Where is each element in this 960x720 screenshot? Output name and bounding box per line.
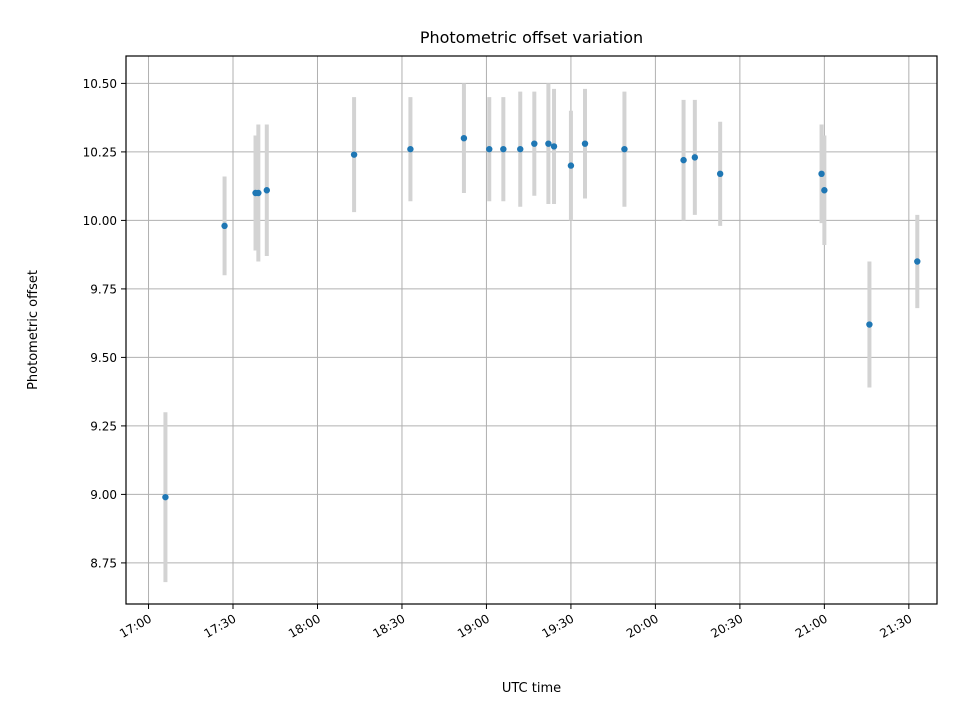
data-point — [818, 170, 825, 178]
y-tick-label: 8.75 — [90, 556, 117, 570]
data-point — [486, 145, 493, 153]
data-point — [407, 145, 414, 153]
y-tick-label: 9.00 — [90, 488, 117, 502]
data-point — [866, 321, 873, 328]
data-point — [162, 493, 169, 501]
data-point — [621, 145, 628, 153]
data-point — [691, 154, 699, 161]
data-point — [581, 140, 589, 147]
data-point — [567, 162, 575, 169]
data-point — [255, 189, 262, 197]
data-point — [531, 140, 538, 147]
y-tick-label: 9.75 — [90, 282, 117, 296]
data-point — [716, 170, 724, 178]
y-tick-label: 9.50 — [90, 351, 117, 365]
data-point — [263, 187, 270, 194]
data-points — [162, 135, 921, 501]
y-tick-label: 9.25 — [90, 419, 117, 433]
data-point — [500, 145, 507, 153]
data-point — [821, 187, 828, 194]
grid-lines — [126, 56, 937, 604]
data-point — [517, 145, 524, 153]
x-axis-label: UTC time — [502, 681, 561, 696]
data-point — [221, 222, 228, 230]
data-point — [460, 135, 468, 142]
data-point — [914, 258, 921, 265]
data-point — [350, 151, 358, 158]
chart-title: Photometric offset variation — [420, 28, 643, 47]
data-point — [545, 140, 552, 147]
data-point — [680, 156, 687, 164]
y-tick-label: 10.00 — [83, 214, 117, 228]
y-tick-label: 10.25 — [83, 145, 117, 159]
y-axis-label: Photometric offset — [26, 270, 41, 390]
y-tick-label: 10.50 — [83, 77, 117, 91]
plot-frame — [125, 55, 938, 605]
data-point — [550, 143, 558, 150]
